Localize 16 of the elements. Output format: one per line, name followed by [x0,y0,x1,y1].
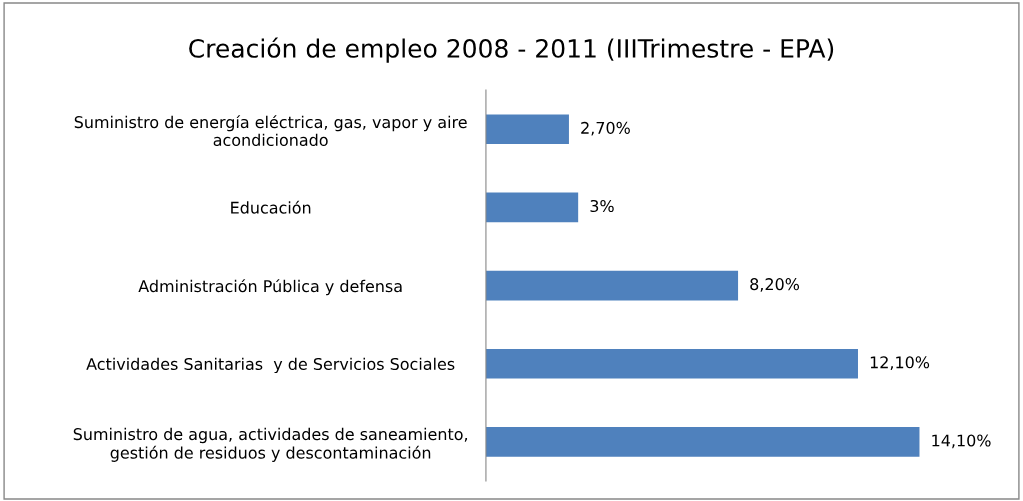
data-label: 2,70% [581,121,630,136]
bar [485,348,858,379]
y-tick-label: Suministro de agua, actividades de saneamiento, gestión de residuos y descontaminación [73,427,468,462]
y-tick-label: Administración Pública y defensa [138,279,402,296]
data-label: 12,10% [870,356,930,370]
y-tick-label: Educación [231,200,311,214]
data-label: 14,10% [932,434,991,449]
y-tick-label: Actividades Sanitarias y de Servicios Sociales [86,357,455,374]
bar [485,270,739,301]
data-label: 8,20% [750,278,800,292]
data-label: 3% [590,199,614,213]
y-tick-label: Suministro de energía eléctrica, gas, vapor y aire acondicionado [74,115,467,147]
bar [485,427,920,457]
bar [485,192,579,223]
bar [485,114,569,145]
chart-title: Creación de empleo 2008 - 2011 (IIITrimestre - EPA) [189,37,834,63]
